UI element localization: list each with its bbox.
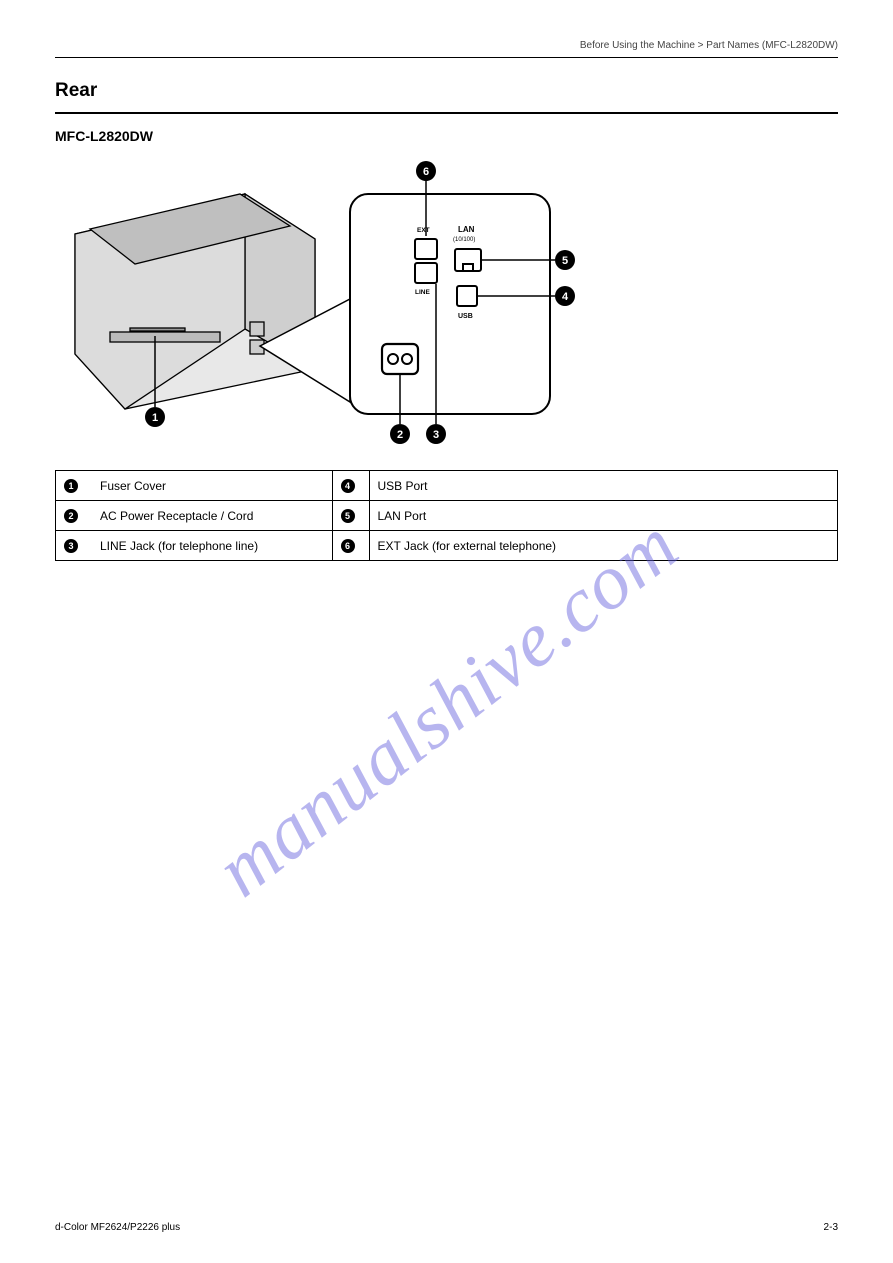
footer-left: d-Color MF2624/P2226 plus [55,1222,180,1233]
lan-label: LAN [458,225,475,234]
callout-2: 2 [397,429,403,441]
table-row: 1 Fuser Cover 4 USB Port [56,471,838,501]
table-row: 2 AC Power Receptacle / Cord 5 LAN Port [56,501,838,531]
section-title: Rear [55,80,838,114]
page-header: Before Using the Machine > Part Names (M… [55,40,838,58]
callout-5: 5 [562,255,568,267]
table-row: 3 LINE Jack (for telephone line) 6 EXT J… [56,531,838,561]
usb-label: USB [458,313,473,320]
rear-diagram: 1 LAN (10/100) [55,154,838,454]
page-number: 2-3 [824,1222,838,1233]
breadcrumb: Before Using the Machine > Part Names (M… [580,40,838,51]
callout-1: 1 [152,412,158,424]
callout-3: 3 [433,429,439,441]
svg-text:EXT: EXT [417,227,430,234]
svg-text:LINE: LINE [415,289,430,296]
parts-table: 1 Fuser Cover 4 USB Port 2 AC Power Rece… [55,470,838,561]
callout-6: 6 [423,166,429,178]
lan-speed-label: (10/100) [453,237,475,243]
printer-rear-svg: 1 LAN (10/100) [55,154,595,444]
callout-4: 4 [562,291,569,303]
section-subtitle: MFC-L2820DW [55,128,838,144]
page-footer: d-Color MF2624/P2226 plus 2-3 [55,1210,838,1233]
